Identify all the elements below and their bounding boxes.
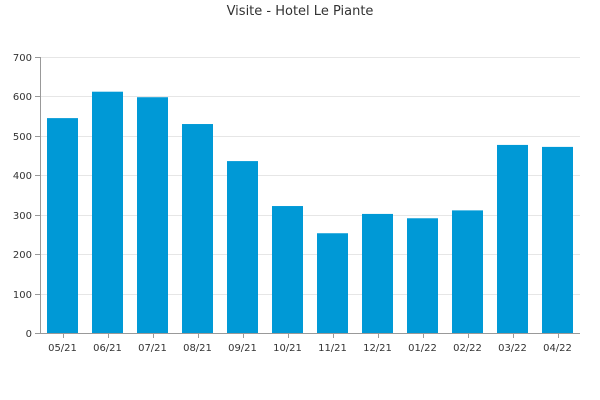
x-tick-label: 09/21 (228, 343, 257, 354)
x-tick-label: 04/22 (543, 343, 572, 354)
chart-title: Visite - Hotel Le Piante (227, 4, 374, 19)
y-tick-label: 100 (13, 290, 32, 301)
x-tick-label: 06/21 (93, 343, 122, 354)
y-tick-label: 700 (13, 53, 32, 64)
x-tick-label: 10/21 (273, 343, 302, 354)
x-tick-label: 08/21 (183, 343, 212, 354)
bar (227, 161, 258, 333)
bar (272, 206, 303, 333)
y-axis-ticks: 0 100 200 300 400 500 600 700 (13, 53, 40, 340)
bar (452, 210, 483, 333)
bar (92, 91, 123, 333)
bar (362, 213, 393, 333)
y-tick-label: 600 (13, 92, 32, 103)
grid-lines (40, 57, 580, 295)
y-tick-label: 200 (13, 250, 32, 261)
bar (317, 233, 348, 333)
y-tick-label: 400 (13, 171, 32, 182)
bar (542, 146, 573, 333)
x-tick-label: 11/21 (318, 343, 347, 354)
x-tick-label: 01/22 (408, 343, 437, 354)
x-tick-label: 07/21 (138, 343, 167, 354)
y-tick-label: 500 (13, 132, 32, 143)
y-tick-label: 0 (26, 329, 32, 340)
axes (40, 57, 580, 334)
y-tick-label: 300 (13, 211, 32, 222)
x-axis-ticks: 05/21 06/21 07/21 08/21 09/21 10/21 11/21 12/21… (48, 333, 572, 354)
x-tick-label: 03/22 (498, 343, 527, 354)
x-tick-label: 05/21 (48, 343, 77, 354)
x-tick-label: 02/22 (453, 343, 482, 354)
bar (47, 118, 78, 333)
bar (137, 97, 168, 334)
bar (182, 124, 213, 334)
bars (47, 91, 573, 334)
x-tick-label: 12/21 (363, 343, 392, 354)
bar (407, 218, 438, 333)
bar (497, 144, 528, 333)
